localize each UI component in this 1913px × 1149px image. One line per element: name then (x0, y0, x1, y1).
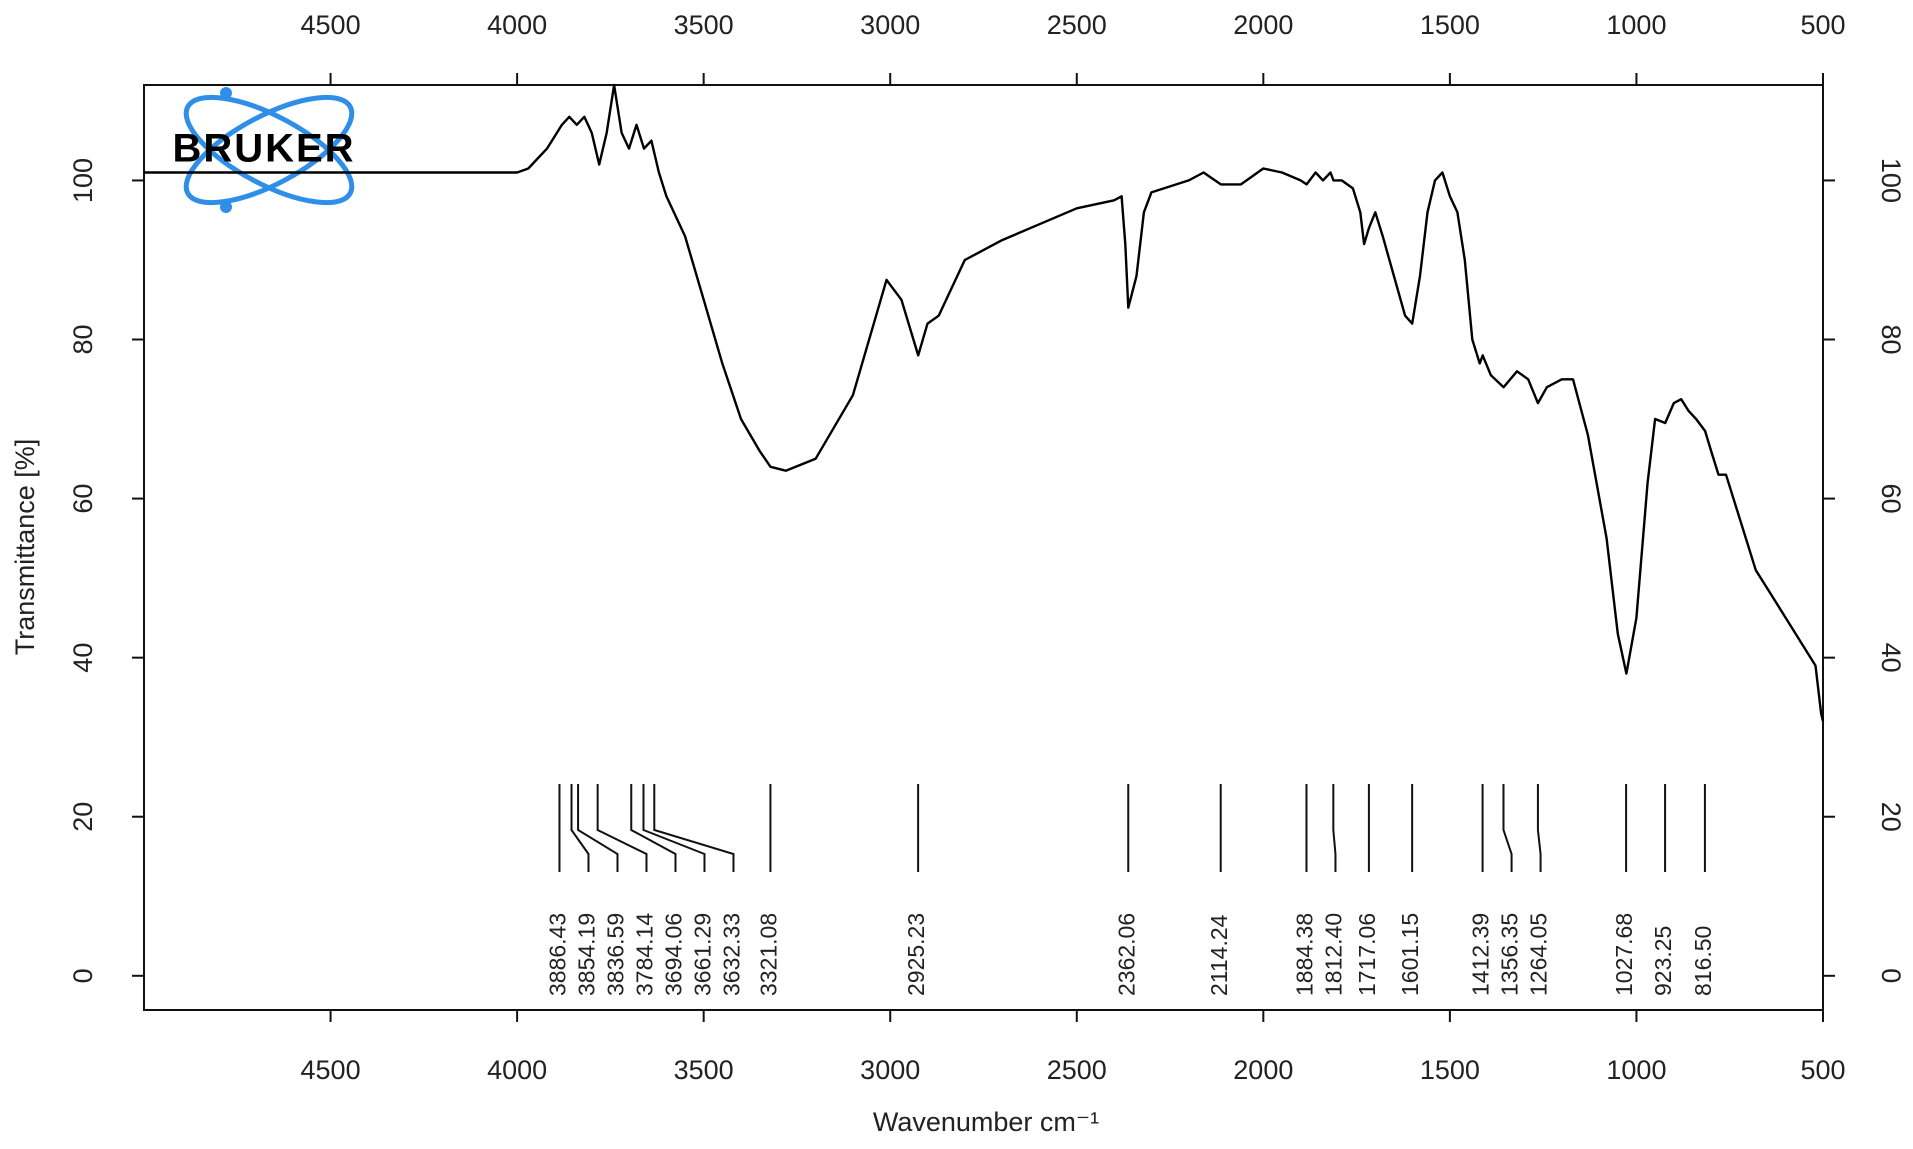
x-tick-label-top: 3500 (674, 10, 734, 40)
peak-label: 1717.06 (1354, 913, 1380, 996)
logo-text: BRUKER (172, 127, 355, 171)
x-tick-label: 4500 (301, 1055, 361, 1085)
peak-label: 1027.68 (1611, 913, 1637, 996)
plot-frame (143, 84, 1824, 1011)
y-tick-label: 60 (68, 484, 98, 514)
logo-dot (220, 201, 232, 213)
y-tick-label: 80 (68, 324, 98, 354)
peak-leader (642, 784, 706, 872)
y-tick-label-right: 20 (1876, 802, 1906, 832)
peak-label: 1601.15 (1397, 913, 1423, 996)
x-tick-label: 500 (1800, 1055, 1845, 1085)
x-tick-label-top: 500 (1800, 10, 1845, 40)
peak-label: 3836.59 (603, 913, 629, 996)
x-tick-label: 3000 (860, 1055, 920, 1085)
peak-leader (577, 784, 619, 872)
y-tick-label-right: 80 (1876, 324, 1906, 354)
x-tick-label-top: 2500 (1047, 10, 1107, 40)
peak-leader (1536, 784, 1542, 872)
x-tick-label: 2000 (1233, 1055, 1293, 1085)
y-tick-label: 100 (68, 158, 98, 203)
x-tick-label-top: 1000 (1606, 10, 1666, 40)
y-tick-label-right: 0 (1876, 968, 1906, 983)
peak-label: 3321.08 (756, 913, 782, 996)
y-axis-title: Transmittance [%] (10, 439, 40, 656)
y-tick-label: 40 (68, 643, 98, 673)
y-tick-label-right: 60 (1876, 484, 1906, 514)
peak-label: 1884.38 (1292, 913, 1318, 996)
logo-orbit (183, 94, 355, 206)
x-tick-label: 3500 (674, 1055, 734, 1085)
peak-leader (596, 784, 648, 872)
y-tick-label-right: 100 (1876, 158, 1906, 203)
x-tick-label: 2500 (1047, 1055, 1107, 1085)
peak-label: 2362.06 (1113, 913, 1139, 996)
peak-label: 3784.14 (632, 913, 658, 996)
peak-label: 1412.39 (1468, 913, 1494, 996)
x-tick-label-top: 4000 (487, 10, 547, 40)
x-tick-label: 1500 (1420, 1055, 1480, 1085)
x-tick-label-top: 2000 (1233, 10, 1293, 40)
peak-label: 816.50 (1690, 926, 1716, 996)
peak-label: 2114.24 (1206, 914, 1232, 996)
peak-leader (1332, 784, 1337, 872)
x-tick-label-top: 4500 (301, 10, 361, 40)
peak-label: 3632.33 (719, 913, 745, 996)
logo-dot (220, 87, 232, 99)
peak-label: 1812.40 (1321, 913, 1347, 996)
x-tick-label: 1000 (1606, 1055, 1666, 1085)
peak-leader (570, 784, 590, 872)
y-tick-label: 0 (68, 968, 98, 983)
peak-label: 1356.35 (1497, 913, 1523, 996)
spectrum-line (144, 83, 1825, 722)
peak-label: 2925.23 (903, 913, 929, 996)
x-tick-label-top: 3000 (860, 10, 920, 40)
peak-leader (630, 784, 677, 872)
peak-label: 3854.19 (574, 913, 600, 996)
x-tick-label: 4000 (487, 1055, 547, 1085)
logo: BRUKER (172, 87, 355, 213)
peak-leader (653, 784, 735, 872)
peak-label: 1264.05 (1526, 913, 1552, 996)
peak-label: 3661.29 (690, 913, 716, 996)
peak-label: 923.25 (1650, 926, 1676, 996)
peak-label: 3886.43 (545, 913, 571, 996)
x-tick-label-top: 1500 (1420, 10, 1480, 40)
y-tick-label-right: 40 (1876, 643, 1906, 673)
peak-label: 3694.06 (661, 913, 687, 996)
x-axis-title: Wavenumber cm⁻¹ (873, 1107, 1099, 1137)
logo-orbit (183, 94, 355, 206)
y-tick-label: 20 (68, 802, 98, 832)
peak-leader (1502, 784, 1513, 872)
